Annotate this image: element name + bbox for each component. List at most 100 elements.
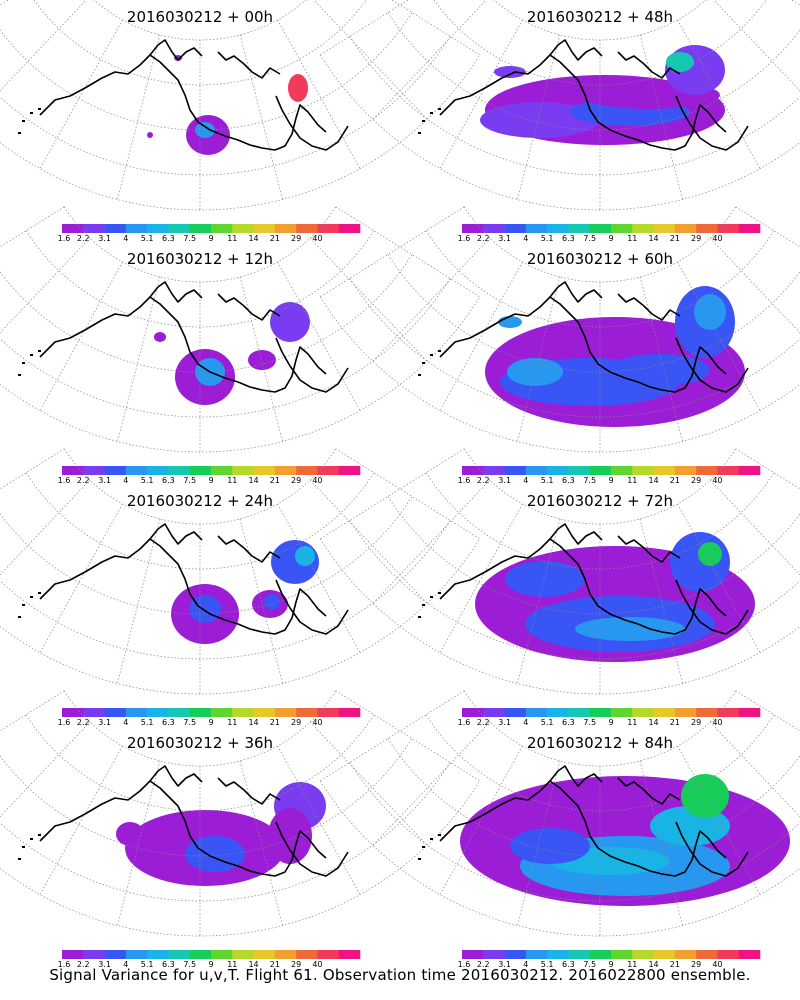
colorbar-tick-label: 7.5 (583, 960, 596, 969)
colorbar-swatch (483, 224, 505, 233)
coastline (39, 765, 349, 877)
colorbar-tick-label: 11 (627, 960, 637, 969)
map-panel: 2016030212 + 24h 1.6 2.2 3.1 4 5.1 6.3 7.5 9 11 14… (0, 448, 481, 727)
island (422, 846, 425, 848)
colorbar-swatch (253, 950, 276, 959)
variance-contour (698, 542, 722, 566)
colorbar-swatch (632, 950, 654, 959)
colorbar-swatch (653, 950, 676, 959)
colorbar-tick-label: 2.2 (477, 234, 490, 243)
colorbar-swatch (504, 950, 527, 959)
colorbar-swatch (296, 950, 318, 959)
colorbar-swatch (547, 466, 569, 475)
variance-field (460, 774, 790, 906)
island (38, 834, 41, 836)
colorbar-tick-label: 11 (627, 718, 637, 727)
colorbar-tick-label: 29 (691, 234, 701, 243)
colorbar-swatch (211, 950, 233, 959)
colorbar-tick-label: 7.5 (583, 718, 596, 727)
colorbar-tick-label: 1.6 (458, 960, 471, 969)
island (38, 592, 41, 594)
panel-title: 2016030212 + 48h (527, 8, 673, 26)
colorbar-swatch (568, 466, 591, 475)
colorbar-swatch (568, 950, 591, 959)
colorbar-tick-label: 40 (312, 718, 322, 727)
variance-field (485, 286, 745, 427)
colorbar-swatch (83, 466, 105, 475)
colorbar-swatch (274, 466, 297, 475)
graticule (0, 206, 481, 453)
colorbar-swatch (696, 466, 718, 475)
map-panel: 2016030212 + 36h 1.6 2.2 3.1 4 5.1 6.3 7.5 9 11 14… (0, 690, 481, 969)
colorbar-swatch (62, 466, 84, 475)
colorbar-swatch (104, 466, 127, 475)
colorbar-swatch (104, 950, 127, 959)
island (418, 858, 421, 860)
colorbar-swatch (504, 708, 527, 717)
colorbar-tick-label: 40 (312, 960, 322, 969)
panel-title: 2016030212 + 72h (527, 492, 673, 510)
map-panel: 2016030212 + 48h 1.6 2.2 3.1 4 5.1 6.3 7.5 9 11 14… (319, 0, 800, 243)
colorbar-tick-label: 2.2 (77, 234, 90, 243)
colorbar-swatch (717, 950, 740, 959)
colorbar-swatch (253, 224, 276, 233)
panel-title: 2016030212 + 36h (127, 734, 273, 752)
island (438, 834, 441, 836)
colorbar-swatch (125, 224, 148, 233)
variance-field (171, 540, 319, 644)
variance-contour (480, 102, 600, 138)
colorbar-swatch (62, 950, 84, 959)
colorbar-swatch (317, 224, 340, 233)
colorbar-tick-label: 21 (270, 234, 280, 243)
colorbar-tick-label: 11 (227, 476, 237, 485)
colorbar-tick-label: 3.1 (98, 476, 111, 485)
colorbar-tick-label: 7.5 (183, 718, 196, 727)
colorbar-tick-label: 1.6 (58, 960, 71, 969)
colorbar-tick-label: 4 (523, 960, 528, 969)
island (430, 354, 433, 356)
colorbar-tick-label: 21 (670, 718, 680, 727)
colorbar-swatch (62, 224, 84, 233)
coastline (439, 523, 749, 635)
colorbar-swatch (738, 708, 761, 717)
colorbar-tick-label: 2.2 (477, 718, 490, 727)
colorbar-tick-label: 11 (227, 234, 237, 243)
variance-contour (248, 350, 276, 370)
map-panel: 2016030212 + 72h 1.6 2.2 3.1 4 5.1 6.3 7.5 9 11 14… (319, 448, 800, 727)
colorbar-tick-label: 14 (648, 234, 658, 243)
colorbar-swatch (296, 466, 318, 475)
island (418, 616, 421, 618)
graticule (0, 0, 481, 211)
colorbar-swatch (653, 466, 676, 475)
colorbar-tick-label: 3.1 (498, 476, 511, 485)
colorbar-tick-label: 5.1 (541, 960, 554, 969)
colorbar-tick-label: 2.2 (77, 718, 90, 727)
island (430, 112, 433, 114)
colorbar-swatch (589, 466, 612, 475)
variance-contour (147, 132, 153, 138)
colorbar-tick-label: 14 (248, 476, 258, 485)
colorbar-swatch (232, 466, 254, 475)
colorbar-swatch (717, 224, 740, 233)
island (418, 374, 421, 376)
panel-title: 2016030212 + 84h (527, 734, 673, 752)
colorbar-tick-label: 21 (270, 960, 280, 969)
colorbar-tick-label: 5.1 (141, 718, 154, 727)
coastline (39, 281, 349, 393)
colorbar-tick-label: 21 (670, 476, 680, 485)
variance-contour (116, 822, 144, 846)
colorbar-tick-label: 6.3 (562, 960, 575, 969)
panel-title: 2016030212 + 24h (127, 492, 273, 510)
island (18, 616, 21, 618)
variance-field (116, 782, 326, 886)
colorbar-swatch (525, 708, 548, 717)
colorbar-tick-label: 11 (227, 718, 237, 727)
colorbar-swatch (696, 224, 718, 233)
variance-contour (498, 316, 522, 328)
colorbar-swatch (611, 708, 633, 717)
graticule (319, 448, 800, 695)
colorbar-tick-label: 3.1 (98, 960, 111, 969)
colorbar-swatch (211, 224, 233, 233)
island (438, 108, 441, 110)
island (438, 592, 441, 594)
